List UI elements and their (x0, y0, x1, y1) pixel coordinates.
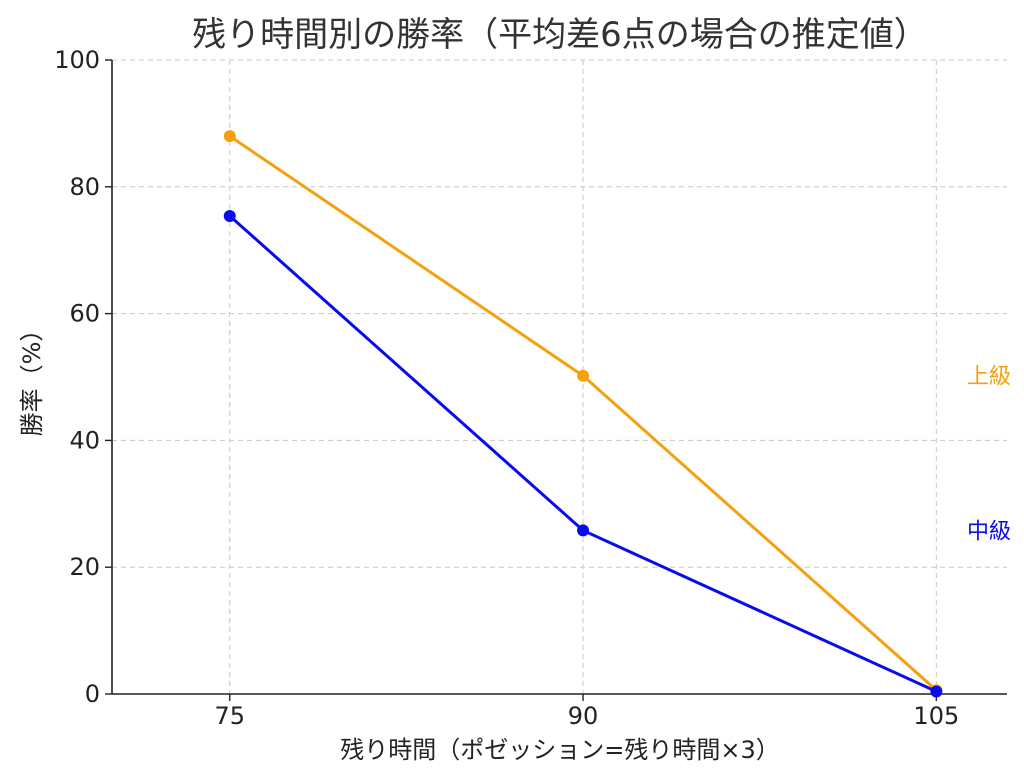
x-axis-label: 残り時間（ポゼッション=残り時間×3） (340, 736, 780, 764)
series-1-point-1 (577, 524, 590, 537)
y-tick-label: 60 (69, 300, 100, 328)
x-tick-label: 105 (913, 702, 959, 730)
series-0-point-0 (223, 130, 236, 143)
axes (111, 60, 1007, 695)
series (223, 130, 943, 698)
grid (112, 59, 1007, 695)
chart-title: 残り時間別の勝率（平均差6点の場合の推定値） (192, 15, 928, 55)
y-axis-label: 勝率（%） (18, 318, 46, 437)
series-label-1: 中級 (967, 519, 1011, 544)
y-tick-label: 20 (69, 553, 100, 581)
y-tick-label: 80 (69, 173, 100, 201)
y-tick-label: 0 (85, 680, 100, 708)
series-1-point-0 (223, 209, 236, 222)
ticks: 0 20 40 60 80 100 75 90 105 (54, 46, 959, 730)
series-0-point-1 (577, 369, 590, 382)
x-tick-label: 75 (214, 702, 245, 730)
series-label-0: 上級 (967, 365, 1011, 390)
series-1-point-2 (930, 685, 943, 698)
y-tick-label: 40 (69, 426, 100, 454)
x-tick-label: 90 (568, 702, 599, 730)
y-tick-label: 100 (54, 46, 100, 74)
